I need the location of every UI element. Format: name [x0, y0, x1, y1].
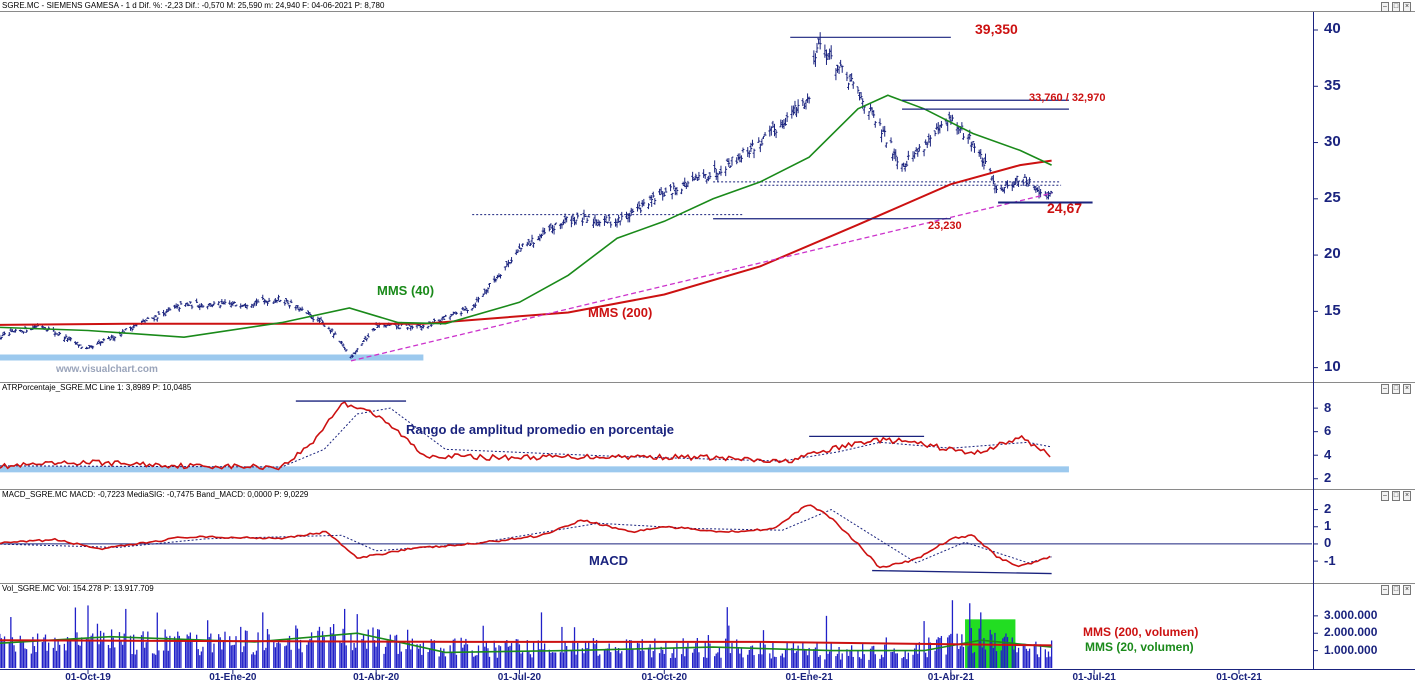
atr-header-text: ATRPorcentaje_SGRE.MC Line 1: 3,8989 P: …	[2, 383, 192, 392]
maximize-icon[interactable]: □	[1392, 2, 1400, 12]
minimize-icon[interactable]: –	[1381, 491, 1389, 501]
panel-title-strip	[0, 383, 1415, 393]
atr-line	[0, 400, 1051, 471]
x-tick-label: 01-Oct-20	[641, 672, 688, 683]
volume-panel-header: Vol_SGRE.MC Vol: 154.278 P: 13.917.709	[2, 584, 154, 594]
x-tick-label: 01-Abr-20	[353, 672, 400, 683]
label-vol-mms20: MMS (20, volumen)	[1085, 640, 1194, 654]
close-icon[interactable]: ×	[1403, 585, 1411, 595]
price-window-controls: – □ ×	[1381, 2, 1411, 12]
atr-panel	[0, 400, 1069, 473]
macd-header-text: MACD_SGRE.MC MACD: -0,7223 MediaSIG: -0,…	[2, 490, 309, 499]
macd-panel	[0, 504, 1312, 575]
x-tick-label: 01-Ene-20	[209, 672, 257, 683]
y-tick-label: 1.000.000	[1324, 642, 1378, 657]
label-mms40: MMS (40)	[377, 283, 435, 298]
annotation-top: 39,350	[975, 21, 1018, 37]
y-tick-label: 0	[1324, 535, 1332, 551]
watermark: www.visualchart.com	[56, 364, 158, 375]
close-icon[interactable]: ×	[1403, 2, 1411, 12]
y-tick-label: 30	[1324, 132, 1341, 150]
macd-title: MACD	[589, 553, 628, 568]
y-tick-label: 10	[1324, 357, 1341, 375]
panel-title-strip	[0, 490, 1415, 500]
y-tick-label: 6	[1324, 423, 1332, 439]
atr-signal-line	[0, 407, 1052, 468]
label-vol-mms200: MMS (200, volumen)	[1083, 625, 1199, 639]
maximize-icon[interactable]: □	[1392, 491, 1400, 501]
label-mms200: MMS (200)	[588, 305, 653, 320]
y-tick-label: 2	[1324, 501, 1332, 517]
price-panel	[0, 32, 1093, 362]
price-header-text: SGRE.MC - SIEMENS GAMESA - 1 d Dif. %: -…	[2, 1, 385, 10]
x-tick-label: 01-Oct-19	[65, 672, 111, 683]
maximize-icon[interactable]: □	[1392, 384, 1400, 394]
atr-panel-header: ATRPorcentaje_SGRE.MC Line 1: 3,8989 P: …	[2, 383, 191, 393]
y-tick-label: 8	[1324, 399, 1332, 415]
volume-header-text: Vol_SGRE.MC Vol: 154.278 P: 13.917.709	[2, 584, 154, 593]
annotation-support: 24,67	[1047, 200, 1083, 216]
trendline	[350, 192, 1052, 362]
y-tick-label: 35	[1324, 76, 1341, 94]
atr-window-controls: – □ ×	[1381, 384, 1411, 394]
volume-panel	[0, 600, 1053, 668]
macd-line	[0, 504, 1051, 569]
vol-mms200-line	[0, 639, 1052, 647]
y-tick-label: 3.000.000	[1324, 608, 1378, 623]
panel-title-strip	[0, 584, 1415, 594]
volume-window-controls: – □ ×	[1381, 585, 1411, 595]
support-highlight-band	[0, 354, 424, 361]
y-tick-label: -1	[1324, 552, 1336, 568]
x-tick-label: 01-Jul-20	[497, 672, 542, 683]
close-icon[interactable]: ×	[1403, 384, 1411, 394]
x-tick-label: 01-Jul-21	[1072, 672, 1116, 683]
price-panel-header: SGRE.MC - SIEMENS GAMESA - 1 d Dif. %: -…	[2, 1, 384, 11]
atr-highlight-band	[0, 466, 1069, 473]
axis-ticks	[87, 29, 1318, 674]
y-tick-label: 4	[1324, 446, 1332, 462]
macd-panel-header: MACD_SGRE.MC MACD: -0,7223 MediaSIG: -0,…	[2, 490, 308, 500]
macd-divergence-line	[872, 569, 1052, 575]
x-tick-label: 01-Abr-21	[927, 672, 974, 683]
maximize-icon[interactable]: □	[1392, 585, 1400, 595]
annotation-mid-support: 23,230	[928, 220, 962, 232]
mms40-line	[0, 94, 1052, 339]
annotation-double-top: 33,760 / 32,970	[1029, 92, 1106, 104]
macd-signal-line	[0, 509, 1052, 564]
y-tick-label: 40	[1324, 20, 1341, 38]
y-tick-label: 20	[1324, 245, 1341, 263]
macd-window-controls: – □ ×	[1381, 491, 1411, 501]
title-strip	[0, 0, 1415, 12]
atr-title: Rango de amplitud promedio en porcentaje	[406, 422, 674, 437]
x-tick-label: 01-Ene-21	[785, 672, 833, 683]
y-tick-label: 15	[1324, 301, 1341, 319]
minimize-icon[interactable]: –	[1381, 2, 1389, 12]
y-tick-label: 25	[1324, 189, 1341, 207]
y-tick-label: 1	[1324, 518, 1332, 534]
mms200-line	[0, 159, 1052, 326]
y-tick-label: 2	[1324, 470, 1332, 486]
panel-borders	[0, 0, 1415, 670]
minimize-icon[interactable]: –	[1381, 585, 1389, 595]
minimize-icon[interactable]: –	[1381, 384, 1389, 394]
y-tick-label: 2.000.000	[1324, 625, 1378, 640]
x-tick-label: 01-Oct-21	[1216, 672, 1262, 683]
close-icon[interactable]: ×	[1403, 491, 1411, 501]
